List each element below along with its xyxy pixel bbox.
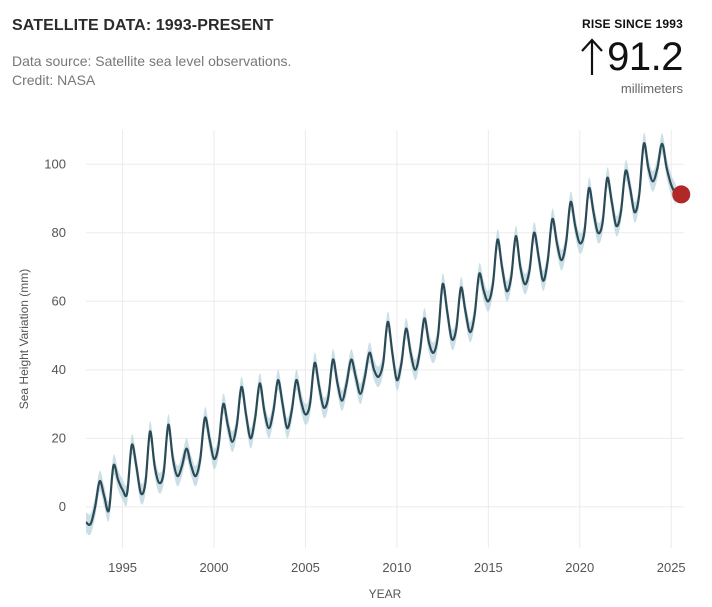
data-source-note: Data source: Satellite sea level observa… bbox=[12, 52, 291, 90]
x-axis-title: YEAR bbox=[369, 587, 402, 601]
x-tick-label: 2025 bbox=[657, 560, 686, 575]
sea-level-line bbox=[85, 142, 677, 526]
x-tick-label: 2015 bbox=[474, 560, 503, 575]
y-tick-label: 0 bbox=[59, 499, 66, 514]
x-tick-label: 2005 bbox=[291, 560, 320, 575]
rise-unit: millimeters bbox=[620, 81, 683, 96]
x-tick-label: 2020 bbox=[565, 560, 594, 575]
latest-value-marker[interactable] bbox=[672, 185, 691, 204]
y-tick-label: 40 bbox=[52, 362, 66, 377]
rise-label: RISE SINCE 1993 bbox=[581, 17, 683, 31]
arrow-up-icon bbox=[581, 38, 603, 75]
credit-line: Credit: NASA bbox=[12, 72, 96, 88]
source-line: Data source: Satellite sea level observa… bbox=[12, 53, 292, 69]
y-tick-label: 100 bbox=[44, 156, 66, 171]
y-tick-label: 60 bbox=[52, 293, 66, 308]
rise-value-row: 91.2 bbox=[483, 35, 683, 79]
x-tick-label: 2000 bbox=[200, 560, 229, 575]
y-tick-label: 20 bbox=[52, 430, 66, 445]
x-tick-label: 2010 bbox=[382, 560, 411, 575]
rise-value: 91.2 bbox=[607, 35, 683, 79]
page-title: SATELLITE DATA: 1993-PRESENT bbox=[12, 17, 274, 34]
uncertainty-band bbox=[86, 132, 676, 536]
y-axis-title: Sea Height Variation (mm) bbox=[17, 269, 31, 410]
y-tick-label: 80 bbox=[52, 225, 66, 240]
rise-summary: RISE SINCE 1993 91.2 millimeters bbox=[483, 17, 683, 96]
x-tick-label: 1995 bbox=[108, 560, 137, 575]
